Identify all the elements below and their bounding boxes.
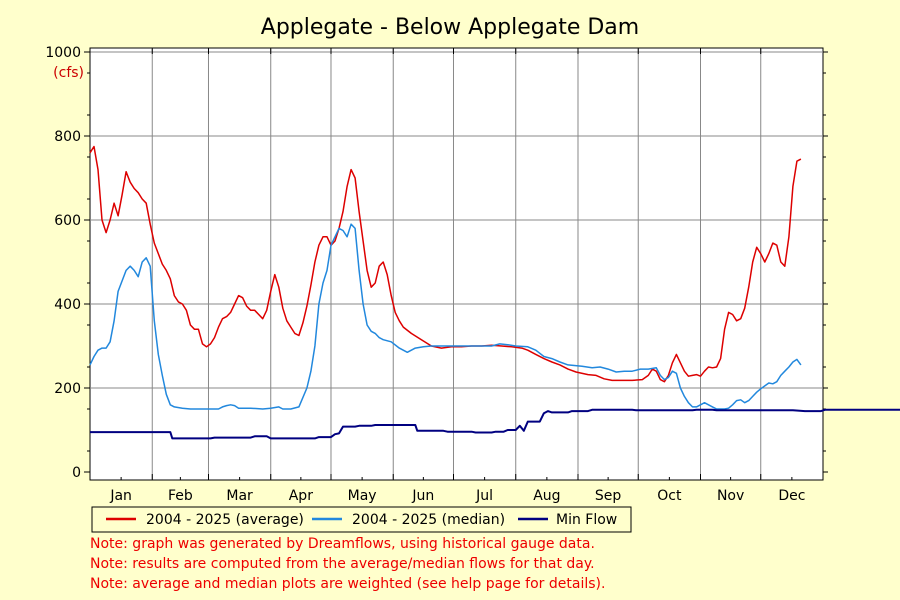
x-month-label: Feb: [168, 488, 193, 504]
y-tick-label: 200: [54, 381, 81, 397]
x-month-label: Oct: [657, 488, 682, 504]
x-month-label: May: [348, 488, 377, 504]
y-tick-label: 800: [54, 129, 81, 145]
y-tick-label: 0: [72, 465, 81, 481]
legend-label: 2004 - 2025 (average): [146, 512, 304, 528]
x-month-label: Mar: [226, 488, 253, 504]
x-month-label: Aug: [533, 488, 560, 504]
note-computed: Note: results are computed from the aver…: [90, 556, 595, 572]
x-month-label: Sep: [595, 488, 622, 504]
y-unit-label: (cfs): [53, 65, 84, 81]
series-line-median: [89, 223, 802, 410]
legend-label: 2004 - 2025 (median): [352, 512, 505, 528]
plot-area: [89, 47, 824, 481]
legend: 2004 - 2025 (average) 2004 - 2025 (median…: [91, 506, 632, 533]
x-month-label: Jun: [411, 488, 434, 504]
chart-title: Applegate - Below Applegate Dam: [261, 15, 639, 40]
note-generated: Note: graph was generated by Dreamflows,…: [90, 536, 595, 552]
legend-box: [91, 506, 632, 533]
legend-label: Min Flow: [556, 512, 617, 528]
axes: 0 200 400 600 800 1000 Jan Feb Mar Apr May Jun Jul Au…: [45, 45, 828, 504]
grid-lines: [90, 48, 823, 480]
y-tick-label: 1000: [45, 45, 81, 61]
note-weighted: Note: average and median plots are weigh…: [90, 576, 606, 592]
series-lines: [89, 145, 900, 440]
x-month-label: Nov: [717, 488, 744, 504]
y-tick-label: 600: [54, 213, 81, 229]
x-month-label: Dec: [778, 488, 805, 504]
x-month-label: Jul: [475, 488, 493, 504]
x-month-label: Apr: [289, 488, 313, 504]
x-month-label: Jan: [109, 488, 132, 504]
series-line-min-flow: [90, 408, 900, 440]
series-line-average: [89, 145, 802, 383]
y-tick-label: 400: [54, 297, 81, 313]
